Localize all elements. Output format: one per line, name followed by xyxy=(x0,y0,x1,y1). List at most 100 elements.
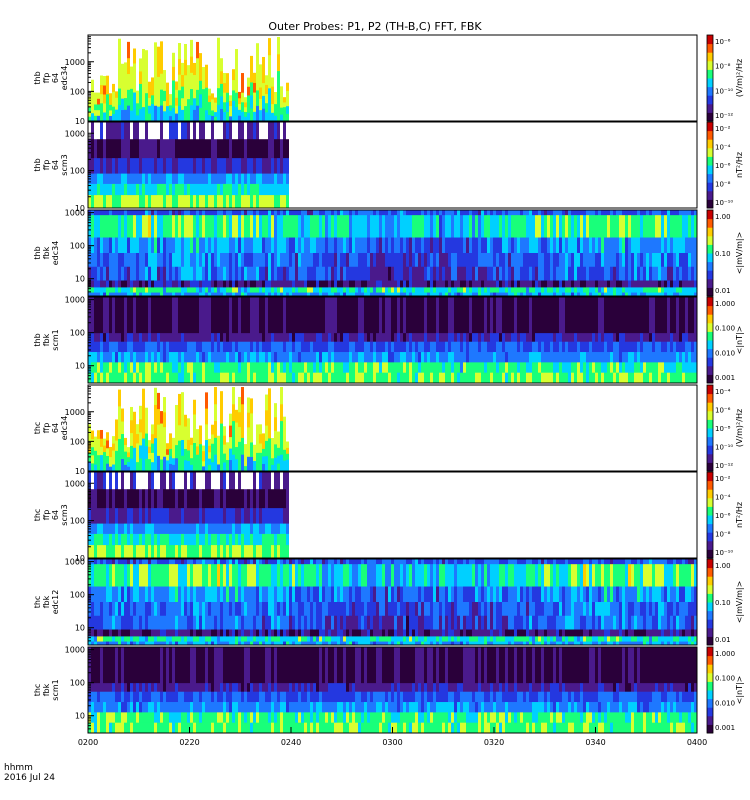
colorbar-tick-label: 10⁻⁶ xyxy=(715,407,731,415)
colorbar-tick-label: 10⁻¹⁰ xyxy=(715,549,733,557)
colorbar-swatch xyxy=(707,156,713,166)
colorbar-tick-label: 10⁻¹⁰ xyxy=(715,87,733,95)
heatmap-cells xyxy=(88,122,289,209)
panel-thb-ffp-64-scm3: 100010010thbffp64scm310⁻²10⁻⁴10⁻⁶10⁻⁸10⁻… xyxy=(33,121,744,213)
heatmap-cells xyxy=(88,297,697,384)
y-tick-label: 100 xyxy=(70,329,85,338)
y-axis-label: thcffp64scm3 xyxy=(33,504,69,525)
colorbar-swatch xyxy=(707,78,713,88)
colorbar-swatch xyxy=(707,480,713,490)
panel-thc-ffp-64-edc34: 100010010thcffp64edc3410⁻⁴10⁻⁶10⁻⁸10⁻¹⁰1… xyxy=(33,384,744,476)
colorbar-swatch xyxy=(707,60,713,70)
panel-frame xyxy=(87,471,698,559)
colorbar: 1.00 0.10 0.01 <|mV/m|> xyxy=(706,209,744,297)
colorbar-swatch xyxy=(707,540,713,550)
y-tick-label: 10 xyxy=(75,204,85,213)
panel-thc-fbk-edc12: 1000 100 10 thcfbkedc12 1.00 0.10 0.01 <|mV/m|> xyxy=(33,558,744,646)
colorbar-tick-label: 10⁻⁸ xyxy=(715,425,731,433)
colorbar-tick-label: 10⁻¹⁰ xyxy=(715,444,733,452)
colorbar-swatch xyxy=(707,627,713,637)
colorbar-swatch xyxy=(707,506,713,516)
colorbar-swatch xyxy=(707,462,713,472)
colorbar-swatch xyxy=(707,523,713,533)
colorbar-swatch xyxy=(707,549,713,559)
colorbar-tick-label: 10⁻⁶ xyxy=(715,162,731,170)
panel-frame xyxy=(87,384,698,472)
colorbar-frame xyxy=(706,558,714,646)
y-axis-label: thbfbkedc34 xyxy=(33,241,60,266)
colorbar-tick-label: 0.001 xyxy=(715,724,735,732)
panel-thc-ffp-64-scm3: 100010010thcffp64scm310⁻²10⁻⁴10⁻⁶10⁻⁸10⁻… xyxy=(33,471,744,563)
colorbar-swatch xyxy=(707,584,713,594)
colorbar-tick-label: 1.00 xyxy=(715,562,731,570)
colorbar-swatch xyxy=(707,210,713,220)
heatmap-cells xyxy=(88,37,289,122)
y-axis-label: thcffp64edc34 xyxy=(33,416,69,441)
colorbar-swatch xyxy=(707,707,713,717)
colorbar-swatch xyxy=(707,305,713,315)
colorbar-swatch xyxy=(707,95,713,105)
colorbar-swatch xyxy=(707,655,713,665)
colorbar-swatch xyxy=(707,365,713,375)
colorbar-swatch xyxy=(707,489,713,499)
colorbar-swatch xyxy=(707,182,713,192)
x-axis: 0200 0220 0240 0300 0320 0340 0400 xyxy=(78,727,707,747)
colorbar-swatch xyxy=(707,314,713,324)
colorbar-tick-label: 10⁻¹² xyxy=(715,462,733,470)
panel-thb-fbk-scm1: 1000 100 10 thbfbkscm1 1.000 0.100 0.010 0.001 <… xyxy=(33,296,744,384)
colorbar-tick-label: 0.10 xyxy=(715,599,731,607)
colorbar-tick-label: 10⁻⁴ xyxy=(715,494,731,502)
y-tick-label: 100 xyxy=(70,517,85,526)
colorbar: 10⁻⁶ 10⁻⁸ 10⁻¹⁰ 10⁻¹² (V/m)²/Hz xyxy=(706,34,744,122)
colorbar-swatch xyxy=(707,199,713,209)
y-tick-label: 100 xyxy=(70,679,85,688)
colorbar-label: nT²/Hz xyxy=(735,502,744,528)
colorbar-swatch xyxy=(707,35,713,45)
colorbar-swatch xyxy=(707,340,713,350)
y-tick-label: 100 xyxy=(70,242,85,251)
colorbar-tick-label: 1.000 xyxy=(715,300,735,308)
heatmap-cells xyxy=(88,387,289,472)
colorbar-swatch xyxy=(707,576,713,586)
colorbar-tick-label: 10⁻⁴ xyxy=(715,388,731,396)
colorbar-swatch xyxy=(707,593,713,603)
colorbar-swatch xyxy=(707,402,713,412)
y-tick-label: 1000 xyxy=(65,129,85,138)
colorbar-swatch xyxy=(707,647,713,657)
colorbar-swatch xyxy=(707,715,713,725)
y-tick-label: 1000 xyxy=(65,558,85,567)
colorbar-label: <|nT|> xyxy=(735,326,744,355)
colorbar-tick-label: 10⁻⁶ xyxy=(715,38,731,46)
colorbar-swatch xyxy=(707,357,713,367)
colorbar: 10⁻⁴ 10⁻⁶ 10⁻⁸ 10⁻¹⁰ 10⁻¹² (V/m)²/Hz xyxy=(706,384,744,472)
colorbar-swatch xyxy=(707,112,713,122)
colorbar-swatch xyxy=(707,235,713,245)
colorbar-swatch xyxy=(707,724,713,734)
y-axis-label: thbffp64edc34 xyxy=(33,66,69,91)
date-label: 2016 Jul 24 xyxy=(4,773,55,783)
colorbar-swatch xyxy=(707,515,713,525)
colorbar-swatch xyxy=(707,43,713,53)
colorbar-swatch xyxy=(707,130,713,140)
colorbar-swatch xyxy=(707,173,713,183)
colorbar-swatch xyxy=(707,287,713,297)
y-tick-label: 10 xyxy=(75,467,85,476)
colorbar-swatch xyxy=(707,532,713,542)
colorbar-swatch xyxy=(707,436,713,446)
x-tick-label: 0220 xyxy=(179,738,199,747)
colorbar-swatch xyxy=(707,244,713,254)
colorbar-swatch xyxy=(707,139,713,149)
colorbar-tick-label: 0.100 xyxy=(715,675,735,683)
colorbar-swatch xyxy=(707,331,713,341)
colorbar-label: <|nT|> xyxy=(735,676,744,705)
colorbar-tick-label: 1.000 xyxy=(715,650,735,658)
y-tick-label: 1000 xyxy=(65,479,85,488)
panel-thb-ffp-64-edc34: 1000 100 10 thbffp64edc34 10⁻⁶ 10⁻⁸ 10⁻¹⁰ 10⁻¹²… xyxy=(33,34,744,126)
colorbar-swatch xyxy=(707,227,713,237)
colorbar: 1.000 0.100 0.010 0.001 <|nT|> xyxy=(706,646,744,734)
colorbar-swatch xyxy=(707,681,713,691)
colorbar-label: <|mV/m|> xyxy=(735,581,744,624)
colorbar-swatch xyxy=(707,602,713,612)
colorbar-swatch xyxy=(707,664,713,674)
colorbar-label: (V/m)²/Hz xyxy=(735,59,744,97)
